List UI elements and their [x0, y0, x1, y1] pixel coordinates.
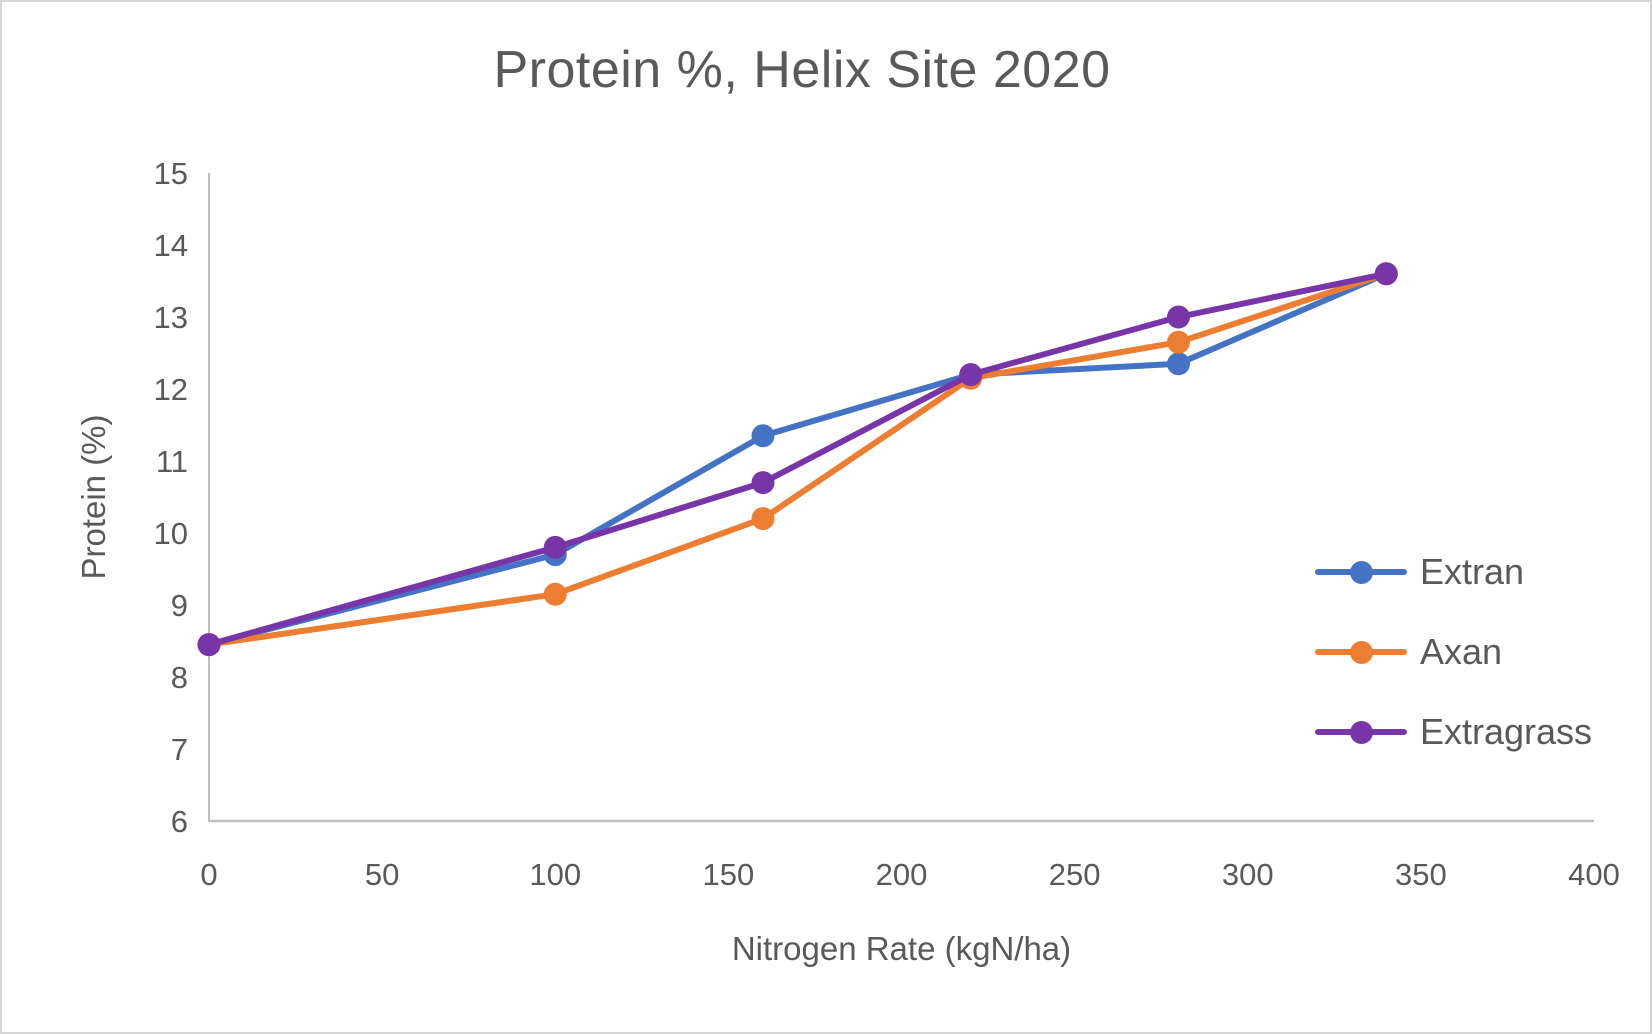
legend-item-extragrass[interactable]: Extragrass — [1315, 710, 1592, 754]
x-axis-title: Nitrogen Rate (kgN/ha) — [731, 930, 1072, 967]
data-point-axan — [751, 507, 775, 531]
data-point-extran — [1167, 352, 1190, 376]
x-tick-label: 400 — [1568, 857, 1620, 892]
data-point-axan — [543, 582, 567, 606]
y-tick-label: 13 — [154, 300, 188, 335]
data-point-extragrass — [751, 471, 775, 495]
series-line-axan — [206, 270, 1390, 648]
x-tick-label: 200 — [876, 857, 928, 892]
legend-item-axan[interactable]: Axan — [1315, 630, 1502, 674]
y-tick-label: 12 — [154, 372, 188, 407]
legend-swatch-line-marker — [1315, 557, 1407, 587]
y-tick-label: 6 — [171, 804, 188, 839]
data-point-axan — [1167, 330, 1190, 354]
data-point-extragrass — [1167, 305, 1190, 329]
x-tick-label: 250 — [1049, 857, 1101, 892]
series-line-extran — [206, 270, 1390, 648]
legend-item-extran[interactable]: Extran — [1315, 550, 1524, 594]
y-axis-title: Protein (%) — [75, 414, 112, 580]
legend: Extran Axan Extragrass — [1315, 2, 1645, 1032]
x-tick-label: 350 — [1395, 857, 1447, 892]
data-point-extragrass — [543, 535, 567, 559]
x-tick-label: 50 — [365, 857, 399, 892]
y-tick-label: 15 — [154, 156, 188, 191]
y-tick-label: 14 — [154, 228, 188, 263]
data-point-extran — [751, 424, 775, 448]
y-tick-label: 10 — [154, 516, 188, 551]
y-tick-label: 11 — [156, 444, 188, 479]
y-tick-label: 7 — [171, 732, 188, 767]
x-tick-label: 300 — [1222, 857, 1274, 892]
data-point-extragrass — [197, 633, 221, 657]
legend-label: Extran — [1420, 551, 1525, 592]
data-point-extragrass — [959, 363, 983, 387]
chart-title: Protein %, Helix Site 2020 — [493, 41, 1111, 99]
data-point-extragrass — [1374, 262, 1398, 286]
x-tick-label: 0 — [200, 857, 217, 892]
y-tick-label: 8 — [171, 660, 188, 695]
series-line-extragrass — [206, 270, 1390, 648]
x-tick-label: 100 — [529, 857, 581, 892]
x-tick-label: 150 — [703, 857, 755, 892]
y-tick-label: 9 — [171, 588, 188, 623]
legend-label: Extragrass — [1420, 711, 1593, 752]
legend-swatch-line-marker — [1315, 637, 1407, 667]
legend-swatch-line-marker — [1315, 717, 1407, 747]
legend-label: Axan — [1420, 631, 1503, 672]
